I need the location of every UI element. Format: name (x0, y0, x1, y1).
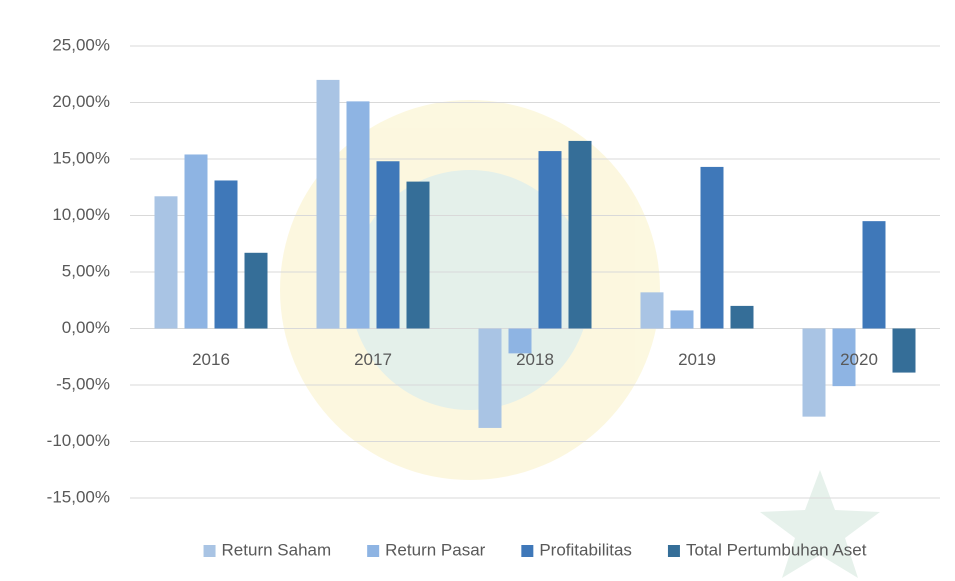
x-tick-label: 2016 (192, 350, 230, 369)
y-tick-label: 0,00% (62, 318, 110, 337)
bar (701, 167, 724, 329)
bar (893, 329, 916, 373)
legend-label: Total Pertumbuhan Aset (686, 540, 867, 559)
bar (641, 292, 664, 328)
y-tick-label: 5,00% (62, 261, 110, 280)
legend-label: Profitabilitas (539, 540, 632, 559)
bar (803, 329, 826, 417)
legend-swatch (367, 545, 379, 557)
bar (245, 253, 268, 329)
x-tick-label: 2017 (354, 350, 392, 369)
x-tick-label: 2020 (840, 350, 878, 369)
legend-label: Return Pasar (385, 540, 485, 559)
bar (155, 196, 178, 328)
x-tick-label: 2019 (678, 350, 716, 369)
legend-label: Return Saham (222, 540, 332, 559)
bar (863, 221, 886, 328)
bar (479, 329, 502, 428)
bar (731, 306, 754, 329)
chart: -15,00% -10,00% -5,00% 0,00% 5,00% 10,00% 15,0… (0, 0, 955, 581)
bar (671, 310, 694, 328)
y-tick-label: 15,00% (52, 148, 110, 167)
bar (569, 141, 592, 329)
y-tick-label: -15,00% (47, 487, 110, 506)
bar (215, 180, 238, 328)
x-tick-label: 2018 (516, 350, 554, 369)
bar (539, 151, 562, 328)
legend-swatch (668, 545, 680, 557)
legend-swatch (204, 545, 216, 557)
bar (317, 80, 340, 329)
bar (377, 161, 400, 328)
y-tick-label: -5,00% (56, 374, 110, 393)
bar (185, 154, 208, 328)
y-tick-label: 10,00% (52, 205, 110, 224)
bar (347, 101, 370, 328)
legend-swatch (521, 545, 533, 557)
y-tick-label: 20,00% (52, 92, 110, 111)
bar (407, 182, 430, 329)
y-tick-label: 25,00% (52, 35, 110, 54)
y-tick-label: -10,00% (47, 431, 110, 450)
